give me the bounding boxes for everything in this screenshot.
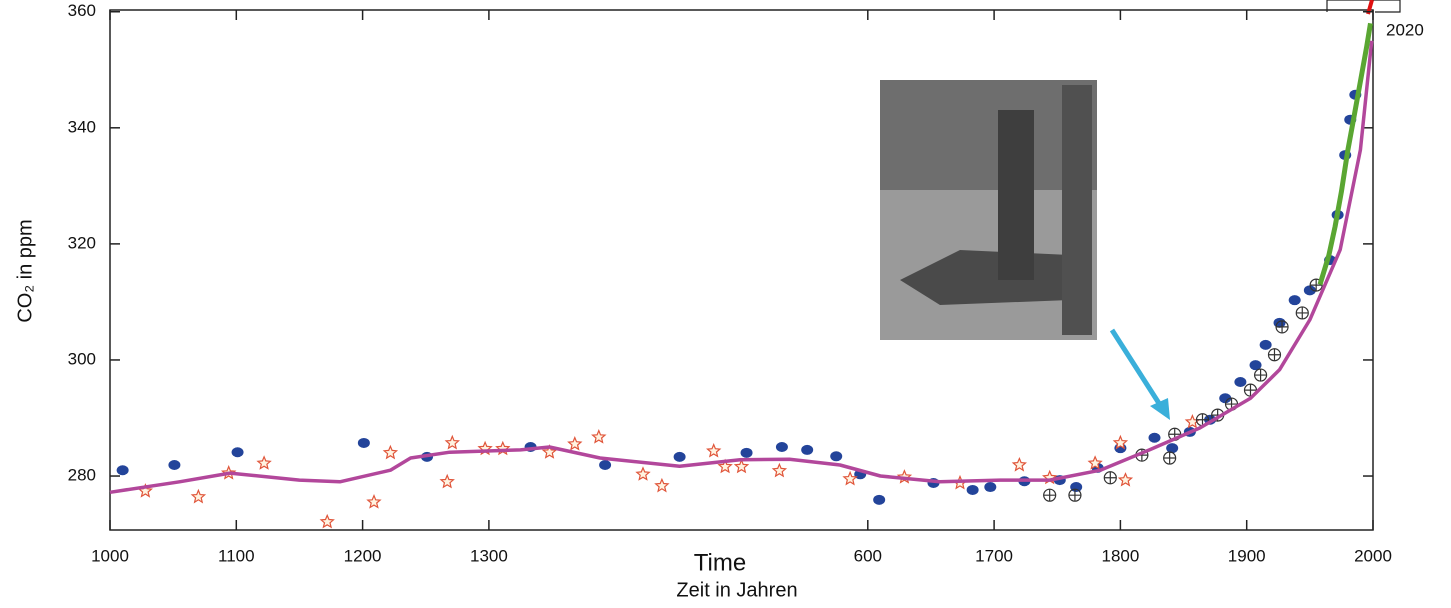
x-tick-label: 1800 — [1101, 546, 1139, 565]
data-star — [439, 473, 455, 489]
y-tick-label: 300 — [68, 349, 96, 368]
data-star — [444, 434, 460, 450]
data-circled-plus — [1253, 368, 1268, 382]
data-star — [842, 470, 858, 486]
data-point — [673, 451, 686, 462]
x-tick-label: 2000 — [1354, 546, 1392, 565]
data-star — [541, 444, 558, 459]
data-star — [366, 494, 382, 509]
data-star — [717, 458, 733, 474]
data-point — [873, 494, 886, 505]
x-tick-label: 1200 — [344, 546, 382, 565]
data-point — [599, 460, 612, 470]
data-star — [567, 436, 583, 451]
data-line — [1317, 22, 1373, 286]
data-point — [116, 465, 129, 476]
data-star — [771, 462, 788, 478]
photo-inset — [880, 80, 1097, 340]
data-star — [256, 455, 272, 470]
data-point — [775, 442, 788, 453]
data-point — [1234, 377, 1247, 388]
annotation: 2020 — [1386, 20, 1424, 39]
data-point — [1249, 360, 1262, 371]
data-point — [740, 447, 753, 458]
data-point — [830, 451, 843, 462]
data-star — [190, 488, 207, 504]
arrow — [1109, 328, 1165, 410]
data-point — [1303, 285, 1316, 296]
annotation-bracket — [1326, 0, 1401, 13]
y-tick-label: 320 — [68, 233, 96, 252]
data-line — [109, 40, 1374, 495]
x-tick-label: 600 — [854, 546, 882, 565]
x-axis-label: Zeit in Jahren — [676, 579, 797, 601]
y-tick-label: 340 — [68, 117, 96, 136]
y-tick-label: 280 — [68, 466, 96, 485]
data-circled-plus — [1103, 471, 1117, 485]
data-circled-plus — [1295, 306, 1309, 320]
y-axis-label: CO₂ in ppm — [14, 219, 36, 322]
data-circled-plus — [1195, 413, 1210, 427]
data-point — [966, 484, 979, 495]
data-point — [357, 437, 370, 448]
x-tick-label: 1000 — [91, 546, 129, 565]
x-tick-label: 1900 — [1228, 546, 1266, 565]
plot-frame — [109, 9, 1374, 531]
data-star — [591, 429, 607, 444]
data-circled-plus — [1275, 320, 1289, 334]
overlay-label: Time — [694, 549, 746, 576]
data-circled-plus — [1043, 488, 1057, 502]
data-star — [1087, 455, 1103, 470]
data-point — [1148, 432, 1161, 443]
data-star — [319, 513, 335, 529]
data-point — [231, 447, 244, 458]
photo-buildings — [880, 80, 1097, 190]
data-circled-plus — [1068, 488, 1082, 502]
x-tick-label: 1100 — [218, 546, 255, 565]
data-point — [1219, 393, 1232, 404]
data-star — [382, 444, 399, 460]
data-point — [801, 444, 814, 455]
data-star — [706, 443, 722, 458]
arrow-head — [1150, 398, 1170, 420]
data-star — [733, 458, 750, 474]
y-tick-label: 360 — [68, 1, 96, 20]
photo-pillar — [1062, 85, 1092, 335]
data-point — [168, 460, 181, 470]
data-point — [1259, 339, 1272, 350]
data-circled-plus — [1267, 348, 1282, 362]
x-tick-label: 1700 — [975, 546, 1013, 565]
data-star — [1117, 472, 1134, 487]
data-star — [1112, 434, 1129, 450]
data-point — [1288, 295, 1301, 306]
data-point — [984, 482, 997, 493]
photo-column — [998, 110, 1034, 280]
data-circled-plus — [1163, 451, 1177, 465]
data-star — [1011, 456, 1027, 472]
data-star — [635, 466, 651, 481]
x-tick-label: 1300 — [470, 546, 508, 565]
data-point — [1166, 443, 1179, 454]
data-star — [654, 477, 670, 493]
